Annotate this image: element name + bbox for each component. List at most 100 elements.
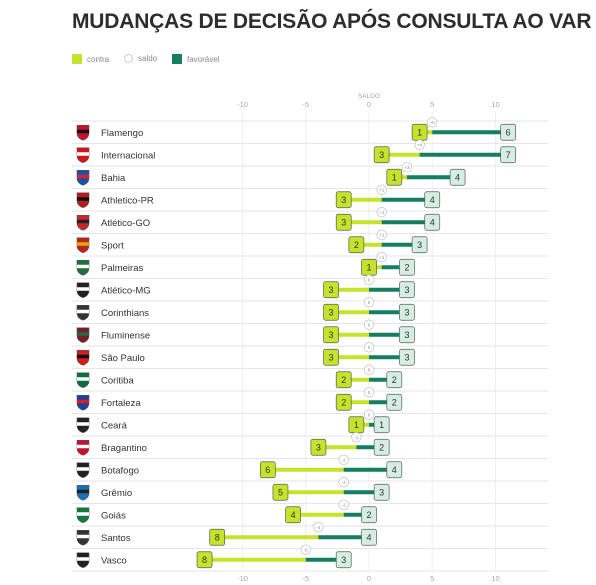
favoravel-value-box-label: 3	[404, 308, 409, 318]
contra-value-box-label: 1	[354, 420, 359, 430]
team-name: Grêmio	[101, 488, 132, 499]
contra-value-box	[323, 281, 339, 299]
saldo-marker	[363, 342, 375, 353]
favoravel-value-box-label: 7	[506, 150, 511, 160]
contra-value-box-label: 2	[354, 240, 359, 250]
atletico-go-crest-icon	[76, 214, 90, 231]
sport-crest-icon-stripe	[77, 242, 89, 246]
internacional-crest-icon-stripe	[77, 152, 89, 156]
saldo-marker	[376, 252, 387, 263]
saldo-label: +5	[430, 120, 436, 125]
legend-label-favoravel: favorável	[187, 54, 220, 64]
x-axis-title: SALDO	[358, 93, 380, 100]
bahia-crest-icon-stripe	[77, 174, 89, 179]
ceara-crest-icon	[76, 417, 90, 434]
favoravel-value-box	[361, 506, 377, 524]
legend-item-contra: contra	[72, 54, 109, 64]
legend-swatch-contra	[72, 54, 82, 64]
corinthians-crest-icon	[76, 304, 90, 321]
team-name: Palmeiras	[101, 263, 143, 274]
team-name: Goiás	[101, 510, 126, 521]
contra-value-box-label: 1	[417, 128, 422, 138]
team-name: Flamengo	[101, 128, 143, 139]
favoravel-value-box	[399, 326, 415, 344]
saldo-label: 0	[368, 390, 371, 395]
tick-label-top: -5	[302, 100, 309, 109]
saldo-label: +3	[404, 165, 410, 170]
favoravel-value-box	[361, 528, 377, 546]
contra-value-box	[335, 393, 352, 411]
team-name: Athletico-PR	[101, 195, 154, 206]
tick-label-bottom: -10	[237, 574, 248, 583]
favoravel-value-box-label: 3	[404, 285, 409, 295]
favoravel-value-box-label: 3	[341, 555, 346, 565]
ceara-crest-icon-stripe	[77, 422, 89, 426]
vasco-crest-icon	[76, 552, 90, 569]
botafogo-crest-icon-stripe	[77, 467, 89, 471]
contra-value-box-label: 8	[202, 555, 207, 565]
flamengo-crest-icon	[76, 124, 90, 141]
saldo-label: +1	[379, 210, 385, 215]
team-name: Sport	[101, 240, 124, 251]
contra-value-box	[259, 461, 276, 479]
contra-value-box	[323, 303, 339, 321]
sao-paulo-crest-icon	[76, 349, 90, 366]
favoravel-value-box	[399, 258, 415, 276]
team-name: Fluminense	[101, 330, 150, 341]
saldo-label: +1	[379, 255, 385, 260]
contra-value-box-label: 5	[278, 488, 283, 498]
saldo-label: -2	[342, 503, 347, 508]
sport-crest-icon	[76, 237, 90, 254]
sao-paulo-crest-icon-stripe	[77, 354, 89, 359]
saldo-label: 0	[368, 278, 371, 283]
contra-value-box	[348, 236, 365, 254]
favoravel-value-box-label: 4	[455, 173, 460, 183]
team-name: São Paulo	[101, 353, 145, 364]
saldo-marker	[363, 387, 375, 398]
saldo-label: +1	[379, 188, 385, 193]
contra-value-box	[272, 483, 289, 501]
legend-swatch-favoravel	[172, 54, 182, 64]
gremio-crest-icon	[76, 484, 90, 501]
contra-value-box-label: 3	[329, 308, 334, 318]
favoravel-value-box-label: 4	[366, 533, 371, 543]
team-name: Bahia	[101, 173, 126, 184]
saldo-marker	[427, 117, 438, 128]
saldo-marker	[313, 522, 324, 533]
coritiba-crest-icon-stripe	[77, 377, 89, 381]
legend-label-contra: contra	[87, 54, 110, 64]
tick-label-top: -10	[237, 100, 248, 109]
santos-crest-icon	[76, 529, 90, 546]
saldo-label: -5	[304, 548, 309, 553]
legend-item-favoravel: favorável	[172, 54, 219, 64]
tick-label-bottom: -5	[302, 574, 309, 583]
saldo-marker	[376, 184, 387, 195]
contra-value-box	[196, 551, 213, 569]
saldo-marker	[401, 162, 413, 173]
palmeiras-crest-icon-stripe	[77, 264, 89, 269]
bahia-crest-icon	[76, 169, 90, 186]
saldo-marker	[363, 297, 375, 308]
team-name: Bragantino	[101, 443, 147, 454]
contra-value-box-label: 1	[366, 263, 371, 273]
contra-value-box-label: 3	[341, 195, 346, 205]
contra-value-box-label: 8	[215, 533, 220, 543]
contra-value-box-label: 3	[316, 443, 321, 453]
contra-value-box	[373, 146, 390, 164]
favoravel-value-box-label: 2	[366, 510, 371, 520]
saldo-label: 0	[368, 300, 371, 305]
favoravel-value-box	[386, 461, 403, 479]
contra-value-box	[335, 371, 352, 389]
saldo-label: -2	[342, 458, 347, 463]
favoravel-value-box	[335, 551, 352, 569]
contra-value-box	[335, 191, 352, 209]
legend-swatch-saldo	[124, 54, 133, 63]
team-name: Vasco	[101, 555, 127, 566]
favoravel-value-box-label: 2	[404, 263, 409, 273]
team-name: Corinthians	[101, 308, 149, 319]
saldo-label: -2	[342, 480, 347, 485]
favoravel-value-box	[424, 191, 441, 209]
contra-value-box-label: 1	[392, 173, 397, 183]
saldo-label: 0	[368, 323, 371, 328]
